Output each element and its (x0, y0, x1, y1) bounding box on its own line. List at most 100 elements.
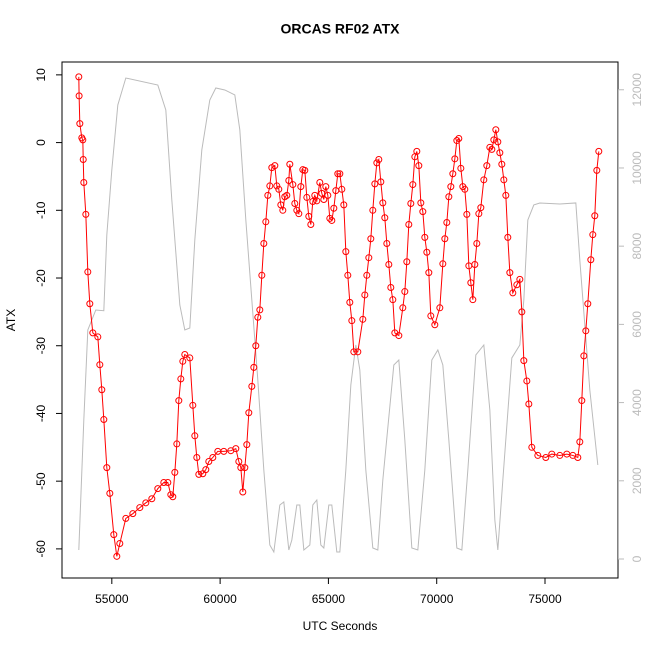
data-point (334, 170, 342, 178)
y-tick-label: 0 (34, 139, 48, 146)
data-point (490, 136, 498, 144)
data-point (179, 357, 187, 365)
data-point (367, 235, 375, 243)
data-point (480, 176, 488, 184)
data-point (340, 201, 348, 209)
data-point (232, 445, 240, 453)
data-point (89, 329, 97, 337)
data-point (122, 514, 130, 522)
data-point (518, 308, 526, 316)
data-point (373, 159, 381, 167)
x-tick-label: 55000 (95, 592, 129, 606)
data-point (439, 260, 447, 268)
data-point (423, 248, 431, 256)
data-point (86, 300, 94, 308)
data-point (580, 352, 588, 360)
data-point (369, 206, 377, 214)
data-point (189, 401, 197, 409)
data-point (385, 260, 393, 268)
data-point (471, 260, 479, 268)
data-point (243, 441, 251, 449)
data-point (186, 354, 194, 362)
data-point (273, 182, 281, 190)
plot-frame (61, 61, 619, 579)
data-point (167, 491, 175, 499)
y-tick-label: -50 (34, 472, 48, 490)
data-point (523, 377, 531, 385)
data-point (359, 315, 367, 323)
data-point (498, 160, 506, 168)
data-point (205, 458, 213, 466)
data-point (395, 332, 403, 340)
data-point (136, 504, 144, 512)
data-point (237, 464, 245, 472)
data-point (520, 357, 528, 365)
data-point (285, 177, 293, 185)
data-point (338, 185, 346, 193)
data-point (266, 182, 274, 190)
data-point (307, 221, 315, 229)
chart-title: ORCAS RF02 ATX (280, 21, 400, 37)
y2-tick-label: 4000 (630, 389, 644, 416)
data-point (488, 145, 496, 153)
data-point (589, 231, 597, 239)
data-point (173, 440, 181, 448)
data-point (271, 162, 279, 170)
data-point (578, 397, 586, 405)
data-point (443, 218, 451, 226)
data-point (506, 269, 514, 277)
data-point (202, 466, 210, 474)
data-point (116, 539, 124, 547)
data-point (129, 510, 137, 518)
data-point (467, 279, 475, 287)
data-point (301, 166, 309, 174)
data-point (483, 162, 491, 170)
data-point (473, 239, 481, 247)
y2-tick-label: 8000 (630, 233, 644, 260)
data-point (534, 451, 542, 459)
x-tick-label: 65000 (312, 592, 346, 606)
data-point (322, 183, 330, 191)
data-point (492, 126, 500, 134)
data-point (528, 443, 536, 451)
data-point (595, 147, 603, 155)
y-tick-label: 10 (34, 68, 48, 82)
data-point (342, 248, 350, 256)
data-point (449, 170, 457, 178)
data-point (191, 432, 199, 440)
data-point (387, 283, 395, 291)
data-point (171, 468, 179, 476)
data-point (326, 214, 334, 222)
data-point (591, 212, 599, 220)
data-point (582, 327, 590, 335)
data-point (110, 531, 118, 539)
data-point (415, 162, 423, 170)
data-point (94, 333, 102, 341)
data-point (209, 453, 217, 461)
data-point (100, 416, 108, 424)
data-point (419, 208, 427, 216)
data-point (399, 304, 407, 312)
data-point (252, 342, 260, 350)
data-point (427, 312, 435, 320)
data-point (103, 464, 111, 472)
data-point (320, 195, 328, 203)
data-point (291, 200, 299, 208)
data-point (363, 271, 371, 279)
data-point (106, 489, 114, 497)
data-point (502, 191, 510, 199)
data-point (375, 156, 383, 164)
data-point (574, 453, 582, 461)
x-tick-label: 75000 (528, 592, 562, 606)
data-point (405, 221, 413, 229)
data-point (436, 304, 444, 312)
data-point (258, 271, 266, 279)
data-point (177, 375, 185, 383)
data-point (142, 499, 150, 507)
data-point (220, 447, 228, 455)
data-point (313, 197, 321, 205)
data-point (283, 191, 291, 199)
data-point (361, 291, 369, 299)
data-point (556, 451, 564, 459)
